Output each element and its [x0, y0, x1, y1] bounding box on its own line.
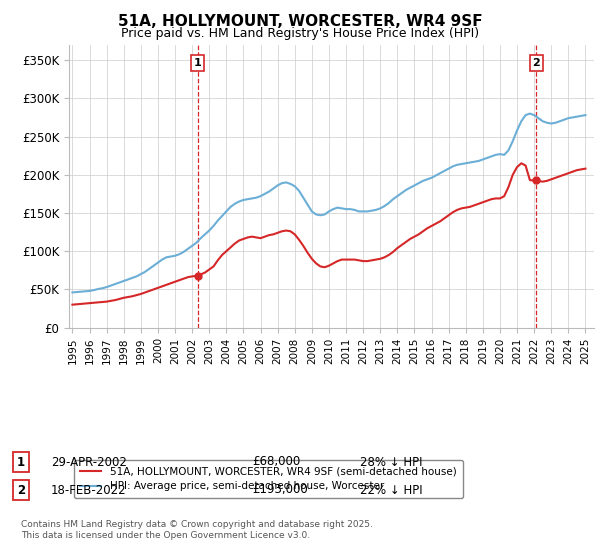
- Legend: 51A, HOLLYMOUNT, WORCESTER, WR4 9SF (semi-detached house), HPI: Average price, s: 51A, HOLLYMOUNT, WORCESTER, WR4 9SF (sem…: [74, 460, 463, 498]
- Text: 2: 2: [17, 483, 25, 497]
- Text: 29-APR-2002: 29-APR-2002: [51, 455, 127, 469]
- Text: 1: 1: [194, 58, 202, 68]
- Text: Price paid vs. HM Land Registry's House Price Index (HPI): Price paid vs. HM Land Registry's House …: [121, 27, 479, 40]
- Text: 1: 1: [17, 455, 25, 469]
- Text: 18-FEB-2022: 18-FEB-2022: [51, 483, 127, 497]
- Text: 2: 2: [532, 58, 540, 68]
- Text: 22% ↓ HPI: 22% ↓ HPI: [360, 483, 422, 497]
- Text: £68,000: £68,000: [252, 455, 300, 469]
- Text: 28% ↓ HPI: 28% ↓ HPI: [360, 455, 422, 469]
- Text: 51A, HOLLYMOUNT, WORCESTER, WR4 9SF: 51A, HOLLYMOUNT, WORCESTER, WR4 9SF: [118, 14, 482, 29]
- Text: Contains HM Land Registry data © Crown copyright and database right 2025.
This d: Contains HM Land Registry data © Crown c…: [21, 520, 373, 540]
- Text: £193,000: £193,000: [252, 483, 308, 497]
